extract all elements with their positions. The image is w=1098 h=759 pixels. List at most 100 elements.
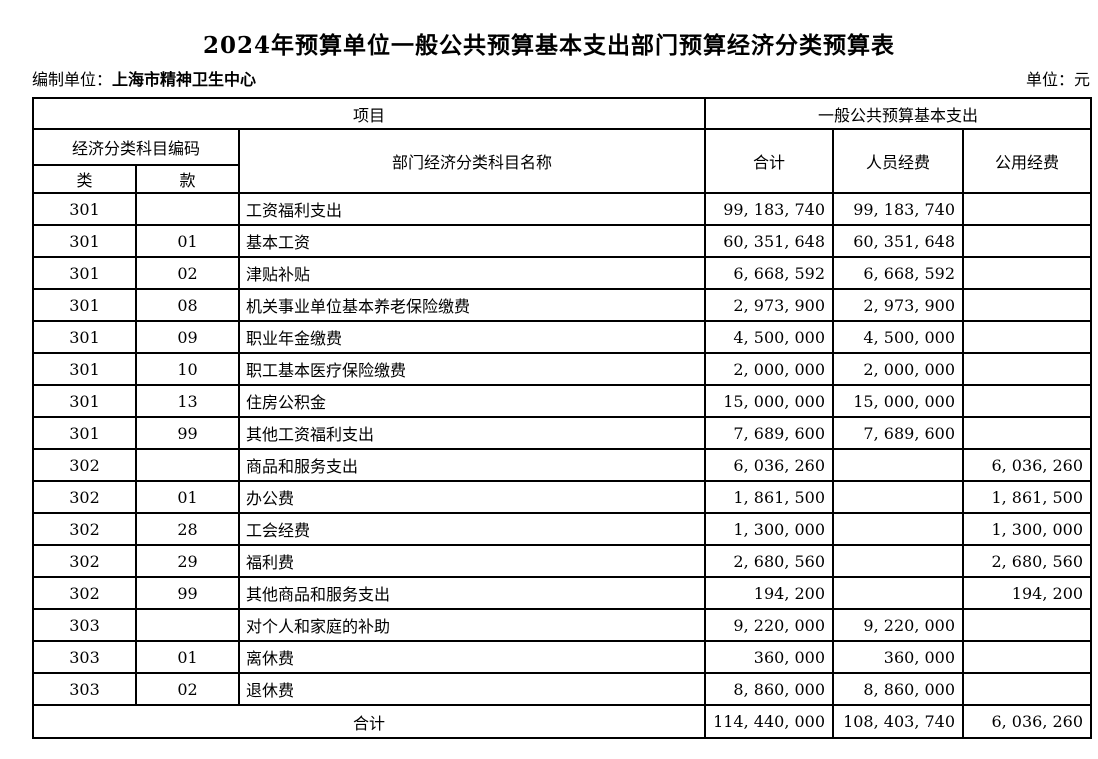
total-cell: 9, 220, 000 xyxy=(704,608,835,642)
section-code-cell xyxy=(135,192,240,226)
public-cell: 1, 861, 500 xyxy=(962,480,1093,514)
total-cell: 2, 680, 560 xyxy=(704,544,835,578)
table-row: 301 13 住房公积金 15, 000, 000 15, 000, 000 xyxy=(32,384,1093,418)
name-cell: 其他商品和服务支出 xyxy=(237,576,707,610)
name-cell: 基本工资 xyxy=(237,224,707,258)
table-row: 301 09 职业年金缴费 4, 500, 000 4, 500, 000 xyxy=(32,320,1093,354)
header-code-cols-row: 类 款 xyxy=(32,164,1091,194)
total-cell: 1, 861, 500 xyxy=(704,480,835,514)
class-code-cell: 301 xyxy=(32,192,137,226)
personnel-cell xyxy=(832,480,965,514)
total-cell: 60, 351, 648 xyxy=(704,224,835,258)
public-cell xyxy=(962,608,1093,642)
personnel-cell: 6, 668, 592 xyxy=(832,256,965,290)
personnel-cell: 9, 220, 000 xyxy=(832,608,965,642)
header-section-col: 款 xyxy=(135,164,240,194)
personnel-cell: 99, 183, 740 xyxy=(832,192,965,226)
name-cell: 津贴补贴 xyxy=(237,256,707,290)
table-row: 301 08 机关事业单位基本养老保险缴费 2, 973, 900 2, 973… xyxy=(32,288,1093,322)
table-footer: 合计 114, 440, 000 108, 403, 740 6, 036, 2… xyxy=(31,704,1093,739)
name-cell: 福利费 xyxy=(237,544,707,578)
table-row: 303 01 离休费 360, 000 360, 000 xyxy=(32,640,1093,674)
table-row: 301 工资福利支出 99, 183, 740 99, 183, 740 xyxy=(32,192,1093,226)
header-personnel-col: 人员经费 xyxy=(832,128,965,194)
total-row-public: 6, 036, 260 xyxy=(962,704,1093,739)
public-cell xyxy=(962,224,1093,258)
prepared-by: 编制单位：上海市精神卫生中心 xyxy=(32,66,256,90)
class-code-cell: 303 xyxy=(32,672,137,706)
name-cell: 其他工资福利支出 xyxy=(237,416,707,450)
name-cell: 工会经费 xyxy=(237,512,707,546)
public-cell xyxy=(962,384,1093,418)
total-row-label: 合计 xyxy=(31,704,707,739)
total-cell: 1, 300, 000 xyxy=(704,512,835,546)
public-cell xyxy=(962,352,1093,386)
section-code-cell: 08 xyxy=(135,288,240,322)
header-total-col: 合计 xyxy=(704,128,835,194)
total-cell: 8, 860, 000 xyxy=(704,672,835,706)
public-cell xyxy=(962,192,1093,226)
table-row: 301 02 津贴补贴 6, 668, 592 6, 668, 592 xyxy=(32,256,1093,290)
class-code-cell: 303 xyxy=(32,608,137,642)
personnel-cell xyxy=(832,544,965,578)
public-cell: 1, 300, 000 xyxy=(962,512,1093,546)
class-code-cell: 303 xyxy=(32,640,137,674)
name-cell: 离休费 xyxy=(237,640,707,674)
section-code-cell: 13 xyxy=(135,384,240,418)
header-subgroup-row: 经济分类科目编码 部门经济分类科目名称 合计 人员经费 公用经费 xyxy=(32,128,1093,194)
section-code-cell: 01 xyxy=(135,640,240,674)
class-code-cell: 301 xyxy=(32,352,137,386)
total-cell: 2, 000, 000 xyxy=(704,352,835,386)
prepared-by-label: 编制单位： xyxy=(32,70,113,89)
personnel-cell: 7, 689, 600 xyxy=(832,416,965,450)
personnel-cell xyxy=(832,512,965,546)
personnel-cell: 4, 500, 000 xyxy=(832,320,965,354)
class-code-cell: 301 xyxy=(32,320,137,354)
personnel-cell: 60, 351, 648 xyxy=(832,224,965,258)
public-cell xyxy=(962,416,1093,450)
table-row: 303 02 退休费 8, 860, 000 8, 860, 000 xyxy=(32,672,1093,706)
section-code-cell xyxy=(135,608,240,642)
public-cell: 194, 200 xyxy=(962,576,1093,610)
name-cell: 对个人和家庭的补助 xyxy=(237,608,707,642)
header-public-col: 公用经费 xyxy=(962,128,1093,194)
section-code-cell: 02 xyxy=(135,256,240,290)
class-code-cell: 302 xyxy=(32,512,137,546)
personnel-cell xyxy=(832,448,965,482)
unit-label: 单位：元 xyxy=(1025,70,1090,89)
class-code-cell: 302 xyxy=(32,544,137,578)
class-code-cell: 302 xyxy=(32,576,137,610)
section-code-cell: 01 xyxy=(135,224,240,258)
section-code-cell: 29 xyxy=(135,544,240,578)
public-cell: 6, 036, 260 xyxy=(962,448,1093,482)
public-cell: 2, 680, 560 xyxy=(962,544,1093,578)
table-header: 项目 一般公共预算基本支出 经济分类科目编码 部门经济分类科目名称 合计 人员经… xyxy=(31,97,1093,194)
name-cell: 职业年金缴费 xyxy=(237,320,707,354)
class-code-cell: 301 xyxy=(32,416,137,450)
total-cell: 360, 000 xyxy=(704,640,835,674)
table-row: 303 对个人和家庭的补助 9, 220, 000 9, 220, 000 xyxy=(32,608,1093,642)
name-cell: 住房公积金 xyxy=(237,384,707,418)
class-code-cell: 301 xyxy=(32,224,137,258)
class-code-cell: 302 xyxy=(32,480,137,514)
personnel-cell: 2, 000, 000 xyxy=(832,352,965,386)
table-row: 301 99 其他工资福利支出 7, 689, 600 7, 689, 600 xyxy=(32,416,1093,450)
personnel-cell: 360, 000 xyxy=(832,640,965,674)
name-cell: 机关事业单位基本养老保险缴费 xyxy=(237,288,707,322)
total-row: 合计 114, 440, 000 108, 403, 740 6, 036, 2… xyxy=(31,704,1093,739)
public-cell xyxy=(962,256,1093,290)
total-cell: 6, 036, 260 xyxy=(704,448,835,482)
class-code-cell: 302 xyxy=(32,448,137,482)
name-cell: 退休费 xyxy=(237,672,707,706)
personnel-cell: 15, 000, 000 xyxy=(832,384,965,418)
table-body: 301 工资福利支出 99, 183, 740 99, 183, 740 301… xyxy=(32,192,1093,706)
section-code-cell: 10 xyxy=(135,352,240,386)
table-row: 301 01 基本工资 60, 351, 648 60, 351, 648 xyxy=(32,224,1093,258)
total-cell: 6, 668, 592 xyxy=(704,256,835,290)
section-code-cell xyxy=(135,448,240,482)
class-code-cell: 301 xyxy=(32,256,137,290)
table-row: 302 商品和服务支出 6, 036, 260 6, 036, 260 xyxy=(32,448,1093,482)
class-code-cell: 301 xyxy=(32,384,137,418)
class-code-cell: 301 xyxy=(32,288,137,322)
name-cell: 商品和服务支出 xyxy=(237,448,707,482)
